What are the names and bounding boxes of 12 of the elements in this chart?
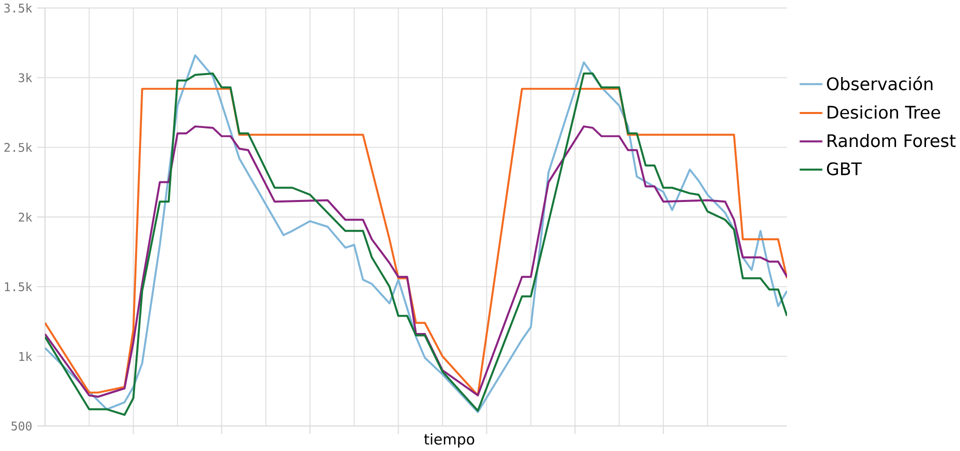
x-axis-title: tiempo: [424, 433, 474, 448]
legend-label: Desicion Tree: [828, 105, 940, 119]
y-tick-label: 3.5k: [4, 3, 32, 13]
y-tick-label: 3k: [18, 73, 32, 82]
y-tick-label: 2.5k: [4, 142, 32, 152]
y-tick-label: 1.5k: [4, 282, 32, 292]
y-tick-label: 2k: [18, 212, 32, 222]
y-tick-label: 500: [12, 421, 32, 431]
legend-label: Random Forest: [828, 134, 956, 148]
legend-label: GBT: [826, 162, 862, 176]
legend-label: Observación: [826, 76, 932, 90]
y-tick-label: 1k: [19, 352, 32, 361]
